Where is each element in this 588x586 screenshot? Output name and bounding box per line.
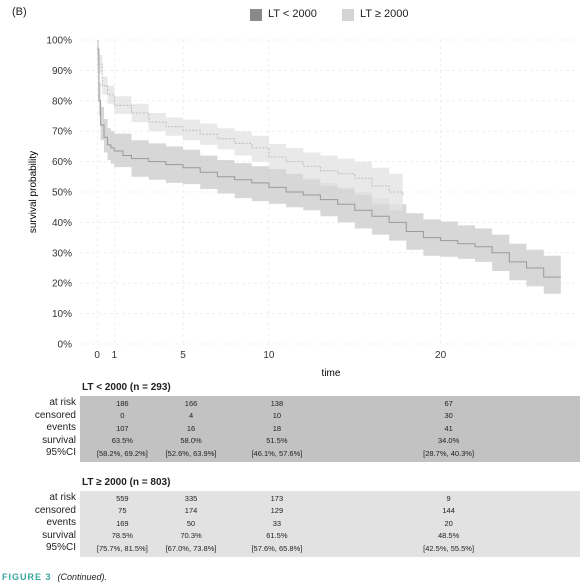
figure-number: FIGURE 3 bbox=[2, 572, 52, 582]
figure-caption: FIGURE 3 (Continued). bbox=[2, 572, 107, 582]
legend-swatch-lt bbox=[250, 9, 262, 21]
row-label: events bbox=[46, 517, 76, 528]
row-label: censored bbox=[34, 504, 76, 516]
legend-swatch-ge bbox=[342, 9, 354, 21]
table-cell: 10 bbox=[272, 411, 282, 420]
y-tick-label: 60% bbox=[52, 157, 72, 168]
table-cell: 186 bbox=[116, 398, 129, 408]
table-ge-title: LT ≥ 2000 (n = 803) bbox=[82, 477, 171, 488]
legend-label-lt: LT < 2000 bbox=[268, 8, 317, 20]
table-lt-title: LT < 2000 (n = 293) bbox=[82, 382, 171, 393]
table-cell: 75 bbox=[118, 506, 127, 515]
x-tick-label: 20 bbox=[435, 350, 447, 361]
y-tick-label: 80% bbox=[52, 96, 72, 107]
y-axis-label: survival probability bbox=[28, 151, 39, 233]
table-cell: 50 bbox=[186, 518, 196, 528]
table-cell: [67.0%, 73.8%] bbox=[165, 543, 217, 553]
y-tick-label: 20% bbox=[52, 279, 72, 290]
table-cell: 144 bbox=[442, 506, 455, 515]
panel-label: (B) bbox=[12, 6, 27, 18]
table-cell: 61.5% bbox=[266, 531, 288, 540]
table-cell: 174 bbox=[184, 506, 198, 515]
x-tick-label: 1 bbox=[112, 350, 118, 361]
x-tick-label: 0 bbox=[94, 350, 100, 361]
table-cell: 48.5% bbox=[437, 531, 460, 540]
table-cell: 335 bbox=[184, 493, 198, 503]
table-cell: [57.6%, 65.8%] bbox=[251, 543, 303, 553]
table-cell: 18 bbox=[272, 423, 282, 433]
table-cell: 559 bbox=[116, 493, 129, 503]
row-label: at risk bbox=[49, 492, 76, 503]
table-cell: [58.2%, 69.2%] bbox=[96, 448, 148, 458]
table-cell: 16 bbox=[186, 423, 196, 433]
table-cell: 34.0% bbox=[437, 436, 460, 445]
table-cell: 173 bbox=[270, 493, 284, 503]
x-tick-label: 10 bbox=[263, 350, 275, 361]
table-ge-band bbox=[80, 491, 580, 557]
y-tick-label: 30% bbox=[52, 248, 72, 259]
table-cell: 58.0% bbox=[180, 436, 202, 445]
table-cell: 0 bbox=[120, 411, 125, 420]
table-cell: 51.5% bbox=[266, 436, 288, 445]
row-label: survival bbox=[42, 529, 76, 541]
row-label: 95%CI bbox=[45, 542, 76, 553]
y-tick-label: 100% bbox=[46, 36, 72, 47]
table-cell: 41 bbox=[444, 423, 453, 433]
table-cell: [46.1%, 57.6%] bbox=[251, 448, 303, 458]
table-cell: 30 bbox=[444, 411, 453, 420]
table-cell: 70.3% bbox=[180, 531, 202, 540]
row-label: censored bbox=[34, 409, 76, 421]
row-label: 95%CI bbox=[45, 447, 76, 458]
ci-band-ge bbox=[97, 55, 403, 215]
table-cell: 169 bbox=[116, 518, 129, 528]
table-cell: 166 bbox=[184, 398, 198, 408]
table-cell: 4 bbox=[188, 411, 194, 420]
ci-band-lt bbox=[97, 40, 561, 294]
survival-line-lt bbox=[97, 48, 561, 278]
survival-chart: 0% 10% 20% 30% 40% 50% 60% 70% 80% 90% 100% 0 1 5 10 20… bbox=[28, 36, 578, 379]
x-axis-label: time bbox=[322, 368, 341, 379]
y-tick-label: 0% bbox=[58, 340, 73, 351]
x-tick-label: 5 bbox=[180, 350, 186, 361]
row-label: at risk bbox=[49, 397, 76, 408]
y-tick-label: 10% bbox=[52, 309, 72, 320]
table-cell: [42.5%, 55.5%] bbox=[423, 543, 475, 553]
table-cell: 20 bbox=[444, 518, 453, 528]
table-lt-band bbox=[80, 396, 580, 462]
figure-continued-note: (Continued). bbox=[57, 572, 108, 582]
table-cell: 67 bbox=[444, 398, 453, 408]
y-tick-label: 50% bbox=[52, 188, 72, 199]
survival-line-ge bbox=[97, 63, 404, 197]
table-cell: [75.7%, 81.5%] bbox=[96, 543, 148, 553]
y-tick-label: 40% bbox=[52, 218, 72, 229]
table-cell: 78.5% bbox=[111, 531, 133, 540]
y-tick-label: 70% bbox=[52, 127, 72, 138]
legend-label-ge: LT ≥ 2000 bbox=[360, 8, 409, 20]
row-label: survival bbox=[42, 434, 76, 446]
table-cell: 9 bbox=[446, 493, 451, 503]
table-cell: 107 bbox=[116, 423, 129, 433]
row-label: events bbox=[46, 422, 76, 433]
table-cell: 138 bbox=[270, 398, 284, 408]
table-cell: 63.5% bbox=[111, 436, 133, 445]
table-cell: 33 bbox=[272, 518, 282, 528]
y-tick-label: 90% bbox=[52, 66, 72, 77]
table-cell: [28.7%, 40.3%] bbox=[423, 448, 475, 458]
table-cell: 129 bbox=[270, 506, 284, 515]
table-cell: [52.6%, 63.9%] bbox=[165, 448, 217, 458]
